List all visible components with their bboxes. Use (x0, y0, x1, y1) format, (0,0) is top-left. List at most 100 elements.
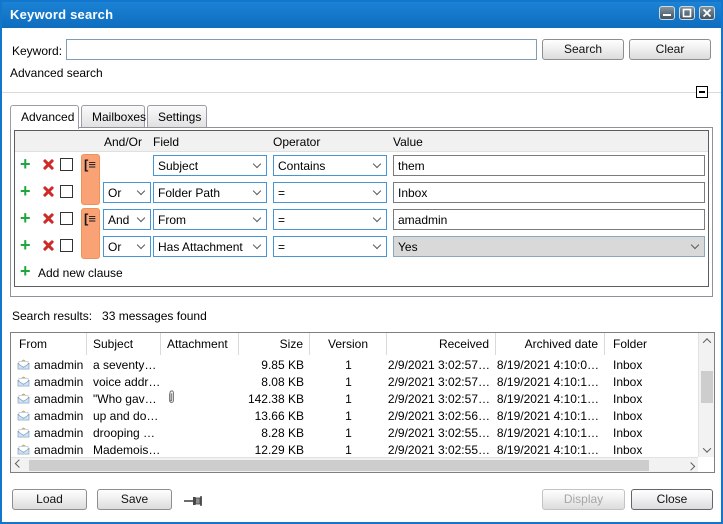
delete-clause-icon[interactable] (41, 239, 54, 252)
delete-clause-icon[interactable] (41, 185, 54, 198)
tab-settings[interactable]: Settings (147, 105, 207, 128)
add-new-clause[interactable]: + Add new clause (15, 260, 708, 286)
delete-clause-icon[interactable] (41, 212, 54, 225)
scroll-up-arrow[interactable] (699, 333, 714, 348)
result-size: 9.85 KB (261, 357, 304, 372)
col-header-size[interactable]: Size (239, 333, 310, 355)
result-row[interactable]: amadmin Mademois… 12.29 KB 1 2/9/2021 3:02:5… (11, 441, 698, 458)
result-version: 1 (345, 425, 352, 440)
clause-checkbox[interactable] (60, 239, 73, 252)
col-header-received[interactable]: Received (387, 333, 496, 355)
col-header-from[interactable]: From (11, 333, 87, 355)
col-header-attachment[interactable]: Attachment (161, 333, 239, 355)
clause-checkbox[interactable] (60, 212, 73, 225)
operator-dropdown[interactable]: = (273, 209, 387, 230)
operator-dropdown[interactable]: = (273, 236, 387, 257)
chevron-down-icon (372, 186, 382, 196)
operator-dropdown[interactable]: Contains (273, 155, 387, 176)
maximize-button[interactable] (679, 6, 695, 20)
result-subject: "Who gav… (93, 391, 157, 406)
operator-dropdown[interactable]: = (273, 182, 387, 203)
close-window-button[interactable] (699, 6, 715, 20)
operator-column-header: Operator (273, 135, 321, 149)
results-header-row: From Subject Attachment Size Version Rec… (11, 333, 698, 355)
envelope-icon (17, 359, 30, 370)
results-label: Search results: (12, 309, 93, 323)
vertical-scroll-thumb[interactable] (701, 371, 713, 403)
value-input[interactable] (393, 182, 705, 203)
search-button[interactable]: Search (542, 39, 624, 60)
result-row[interactable]: amadmin up and do… 13.66 KB 1 2/9/2021 3:02:… (11, 407, 698, 424)
title-bar[interactable]: Keyword search (2, 2, 721, 28)
col-header-subject[interactable]: Subject (87, 333, 161, 355)
horizontal-scrollbar[interactable] (11, 457, 698, 472)
result-subject: a seventy… (93, 357, 157, 372)
result-row[interactable]: amadmin voice addr… 8.08 KB 1 2/9/2021 3:02:… (11, 373, 698, 390)
scroll-down-arrow[interactable] (699, 442, 714, 457)
load-button[interactable]: Load (12, 489, 87, 510)
result-archived-date: 8/19/2021 4:10:1… (496, 442, 599, 457)
result-subject: drooping … (93, 425, 156, 440)
field-dropdown[interactable]: From (153, 209, 267, 230)
col-header-folder[interactable]: Folder (613, 337, 648, 351)
delete-clause-icon[interactable] (41, 158, 54, 171)
result-row[interactable]: amadmin drooping … 8.28 KB 1 2/9/2021 3:02:5… (11, 424, 698, 441)
chevron-down-icon (252, 186, 262, 196)
close-button[interactable]: Close (631, 489, 713, 510)
clear-button[interactable]: Clear (629, 39, 711, 60)
envelope-icon (17, 410, 30, 421)
section-divider (2, 92, 721, 93)
result-archived-date: 8/19/2021 4:10:1… (496, 374, 599, 389)
result-received: 2/9/2021 3:02:57… (387, 374, 490, 389)
insert-clause-icon[interactable]: + (20, 208, 31, 228)
col-header-archived[interactable]: Archived date (496, 333, 605, 355)
value-input[interactable] (393, 155, 705, 176)
save-button[interactable]: Save (97, 489, 172, 510)
field-dropdown[interactable]: Folder Path (153, 182, 267, 203)
result-row[interactable]: amadmin "Who gav… 142.38 KB 1 2/9/2021 3:02:… (11, 390, 698, 407)
collapse-toggle[interactable] (696, 86, 708, 98)
keyword-input[interactable] (66, 39, 537, 60)
result-from: amadmin (11, 375, 87, 389)
add-clause-label: Add new clause (38, 266, 123, 280)
result-folder: Inbox (613, 408, 643, 423)
envelope-icon (17, 376, 30, 387)
value-input[interactable] (393, 209, 705, 230)
result-folder: Inbox (613, 391, 643, 406)
chevron-right-icon (686, 462, 695, 471)
field-dropdown[interactable]: Subject (153, 155, 267, 176)
result-archived-date: 8/19/2021 4:10:1… (496, 425, 599, 440)
chevron-down-icon (372, 159, 382, 169)
tab-mailboxes[interactable]: Mailboxes (81, 105, 146, 128)
group-drag-handle-icon[interactable]: [≡ (84, 157, 96, 172)
insert-clause-icon[interactable]: + (20, 181, 31, 201)
andor-dropdown[interactable]: And (103, 209, 151, 230)
result-subject: Mademois… (93, 442, 161, 457)
clause-table-header: And/Or Field Operator Value (15, 131, 708, 152)
scroll-left-arrow[interactable] (11, 458, 26, 472)
group-drag-handle-icon[interactable]: [≡ (84, 211, 96, 226)
tab-advanced[interactable]: Advanced (10, 105, 79, 129)
horizontal-scroll-thumb[interactable] (29, 460, 649, 471)
clause-group-strip[interactable] (81, 154, 100, 205)
clause-group-strip[interactable] (81, 208, 100, 259)
display-button[interactable]: Display (542, 489, 625, 510)
scroll-right-arrow[interactable] (683, 458, 698, 472)
pin-icon[interactable] (184, 494, 204, 512)
clause-checkbox[interactable] (60, 185, 73, 198)
andor-dropdown[interactable]: Or (103, 236, 151, 257)
vertical-scrollbar[interactable] (698, 333, 714, 457)
envelope-icon (17, 444, 30, 455)
insert-clause-icon[interactable]: + (20, 235, 31, 255)
col-header-version[interactable]: Version (310, 333, 387, 355)
result-row[interactable]: amadmin a seventy… 9.85 KB 1 2/9/2021 3:02:5… (11, 356, 698, 373)
results-count: 33 messages found (102, 309, 207, 323)
field-dropdown[interactable]: Has Attachment (153, 236, 267, 257)
clause-row: + Or Folder Path = (15, 179, 708, 206)
value-dropdown[interactable]: Yes (393, 236, 705, 257)
minimize-button[interactable] (659, 6, 675, 20)
chevron-down-icon (372, 213, 382, 223)
andor-dropdown[interactable]: Or (103, 182, 151, 203)
insert-clause-icon[interactable]: + (20, 154, 31, 174)
clause-checkbox[interactable] (60, 158, 73, 171)
